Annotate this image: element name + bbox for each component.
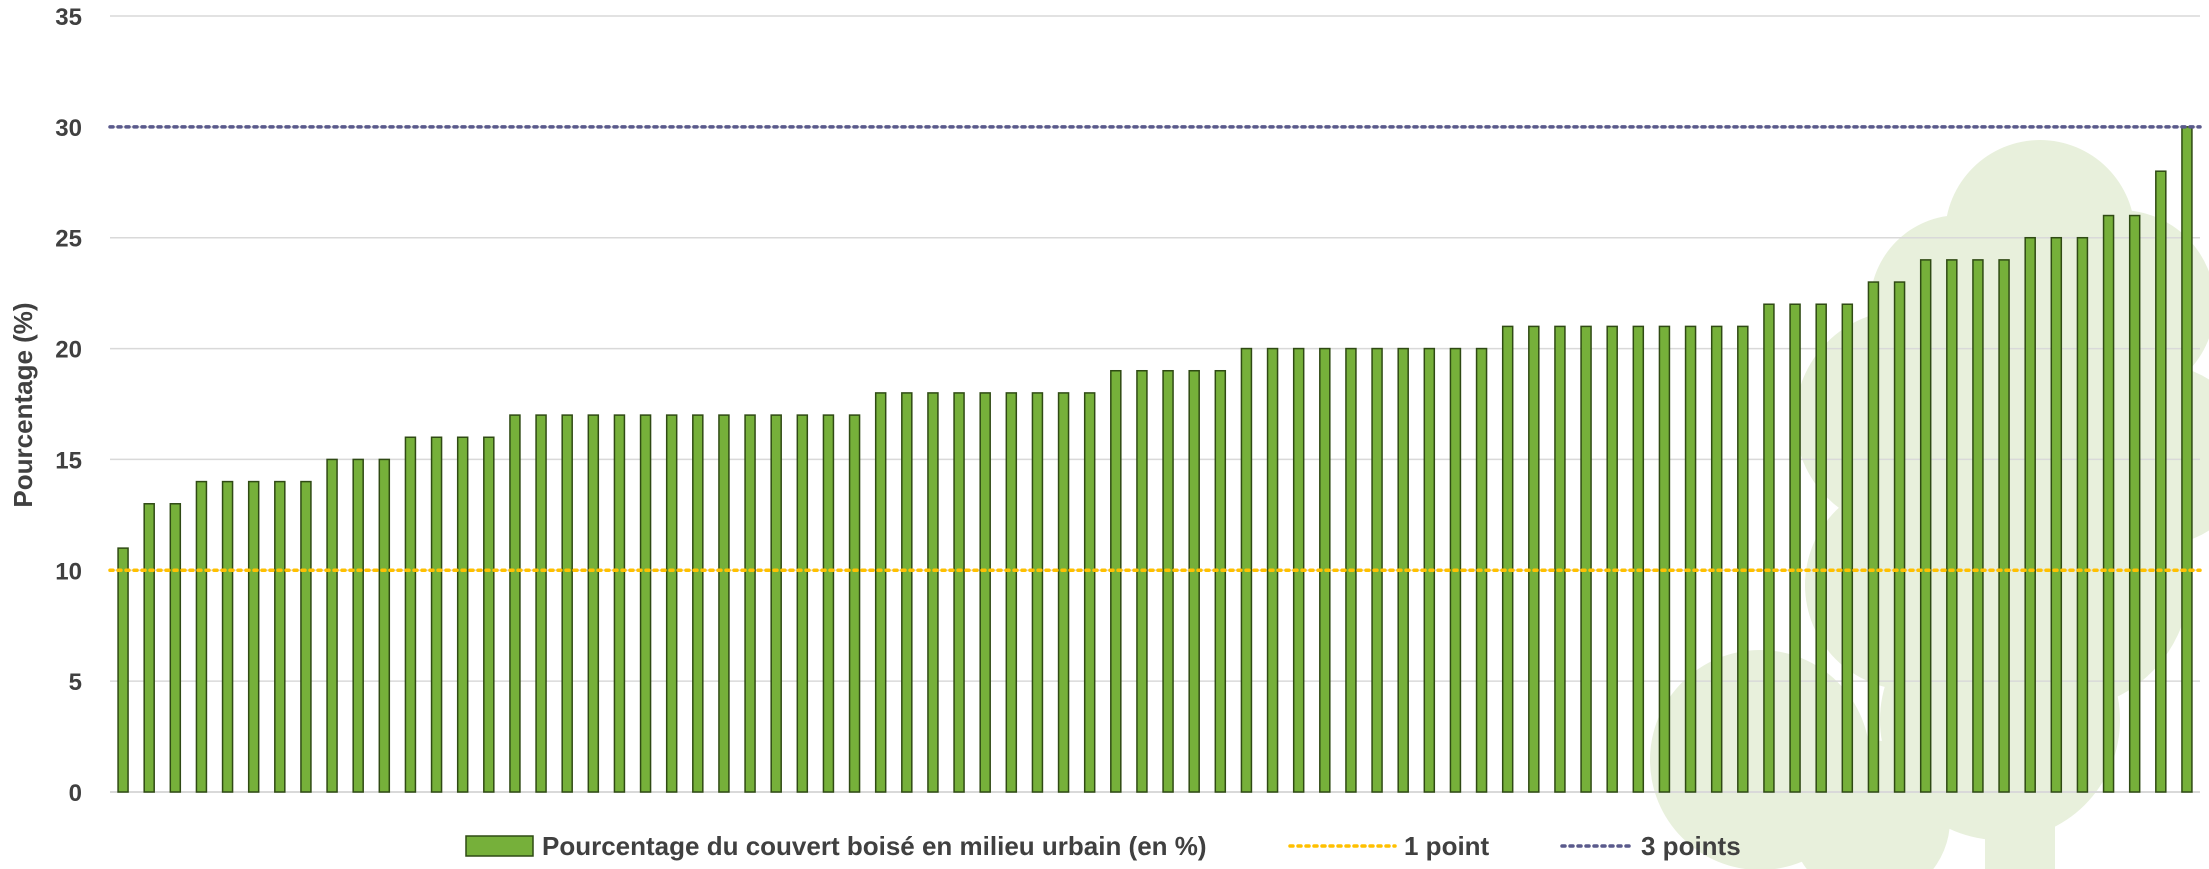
legend-item-3-points[interactable]: 3 points <box>1560 831 1741 861</box>
bar <box>430 436 443 793</box>
watermark-trunk <box>1985 600 2055 869</box>
y-tick-label: 0 <box>69 780 82 807</box>
bar <box>1737 325 1749 793</box>
bar <box>2050 236 2063 793</box>
bar <box>456 436 469 793</box>
bar <box>901 392 913 793</box>
bar <box>404 436 417 793</box>
bar <box>535 414 547 793</box>
bar <box>1815 303 1827 793</box>
bar <box>1789 303 1801 793</box>
bar <box>1214 369 1227 793</box>
bar <box>1919 259 1932 793</box>
y-tick-label: 5 <box>69 669 82 696</box>
bar <box>1972 259 1984 793</box>
bar <box>2024 236 2036 793</box>
bar <box>561 414 573 793</box>
bar <box>1998 259 2010 793</box>
bar <box>247 480 260 793</box>
bar <box>1083 392 1096 793</box>
bar <box>848 414 861 793</box>
bar <box>195 480 208 793</box>
bar <box>2102 214 2115 793</box>
bar <box>718 414 730 793</box>
bar <box>1658 325 1671 793</box>
bar <box>1684 325 1697 793</box>
bar <box>117 547 129 793</box>
bar <box>483 436 495 793</box>
bar <box>1188 369 1200 793</box>
bar <box>692 414 704 793</box>
bar <box>822 414 835 793</box>
bar <box>1632 325 1645 793</box>
bar <box>744 414 756 793</box>
bar <box>1580 325 1592 793</box>
bar <box>1554 325 1566 793</box>
bar <box>613 414 626 793</box>
bar <box>352 458 364 793</box>
watermark-blob <box>1790 740 1950 869</box>
bar <box>378 458 391 793</box>
bar <box>1710 325 1723 793</box>
legend-item-1-point[interactable]: 1 point <box>1288 831 1490 861</box>
y-tick-label: 10 <box>55 558 82 585</box>
y-axis-title: Pourcentage (%) <box>8 302 38 507</box>
bar <box>2181 126 2193 793</box>
bar <box>1528 325 1540 793</box>
bar <box>770 414 782 793</box>
bar <box>1031 392 1044 793</box>
bar <box>1841 303 1854 793</box>
legend-label-3-points: 3 points <box>1641 831 1741 861</box>
bar <box>665 414 678 793</box>
y-tick-label: 25 <box>55 226 82 253</box>
bar <box>1946 259 1958 793</box>
bar <box>796 414 809 793</box>
legend-label-1-point: 1 point <box>1404 831 1490 861</box>
y-tick-label: 15 <box>55 447 82 474</box>
bar <box>1763 303 1775 793</box>
y-tick-label: 30 <box>55 115 82 142</box>
bar <box>274 480 286 793</box>
legend-label-bar: Pourcentage du couvert boisé en milieu u… <box>542 831 1207 861</box>
bar <box>143 503 155 793</box>
bar <box>874 392 887 793</box>
legend-item-bar-series[interactable]: Pourcentage du couvert boisé en milieu u… <box>465 831 1207 861</box>
bar <box>639 414 652 793</box>
bar <box>979 392 991 793</box>
bar <box>927 392 939 793</box>
y-tick-label: 20 <box>55 337 82 364</box>
bar <box>587 414 600 793</box>
bar <box>953 392 965 793</box>
y-axis-ticks: 0 5 10 15 20 25 30 35 <box>55 4 82 807</box>
bar <box>1005 392 1018 793</box>
bar <box>1893 281 1906 793</box>
bar <box>1867 281 1880 793</box>
bar <box>2155 170 2167 793</box>
bar <box>1606 325 1618 793</box>
bar <box>2128 214 2141 793</box>
y-tick-label: 35 <box>55 4 82 31</box>
bar <box>1057 392 1070 793</box>
bar <box>2076 236 2089 793</box>
bar <box>326 458 338 793</box>
bar <box>1501 325 1514 793</box>
legend: Pourcentage du couvert boisé en milieu u… <box>465 831 1741 861</box>
bar <box>1110 369 1122 793</box>
bar <box>509 414 521 793</box>
reference-lines <box>108 125 2202 573</box>
bar <box>1136 369 1148 793</box>
bar <box>1162 369 1174 793</box>
legend-swatch-bar <box>465 835 534 857</box>
bar <box>169 503 182 793</box>
bar <box>300 480 312 793</box>
bar <box>221 480 234 793</box>
